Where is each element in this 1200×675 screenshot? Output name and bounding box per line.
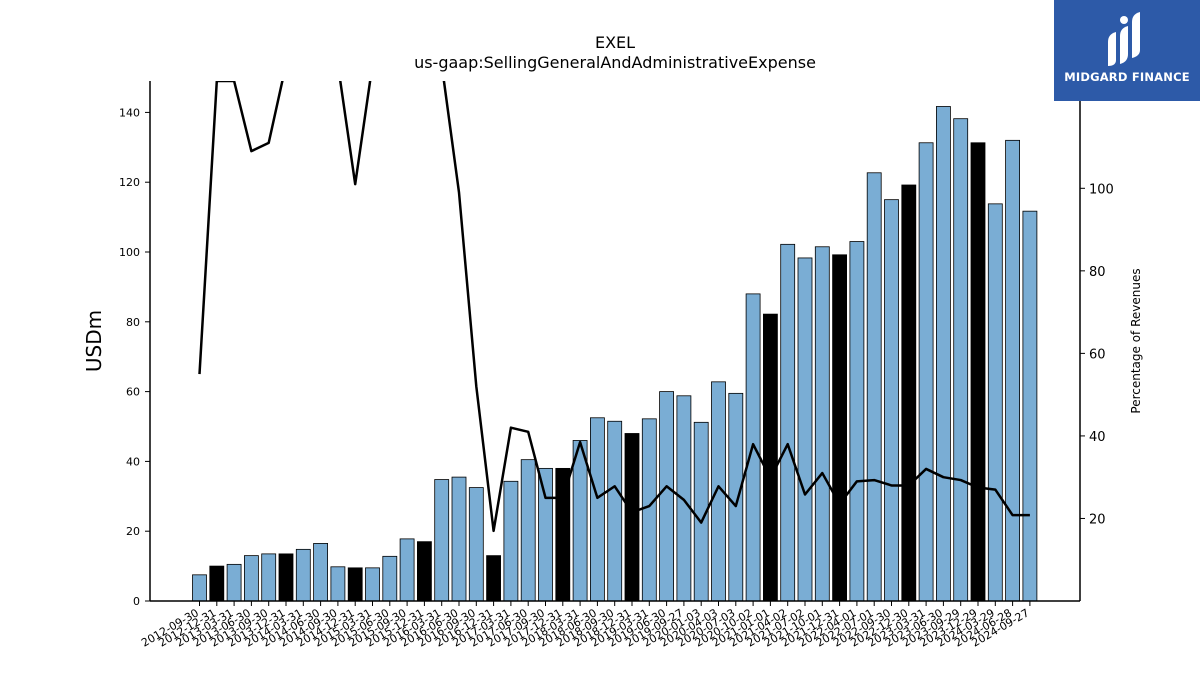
bar-2020-07-03 xyxy=(728,392,744,602)
bar-2024-09-27 xyxy=(1022,210,1038,602)
y2-tick-label: 60 xyxy=(1089,347,1106,362)
pct-of-revenues-line xyxy=(198,81,1030,533)
bar-2014-12-31 xyxy=(347,567,363,602)
bar-2016-12-31 xyxy=(486,555,502,602)
bar-2017-03-31 xyxy=(503,480,519,602)
bar-2013-09-30 xyxy=(261,553,277,602)
bar-2015-12-31 xyxy=(416,541,432,602)
bar-2017-06-30 xyxy=(520,459,536,602)
bar-2017-12-31 xyxy=(555,467,571,602)
brand-name: MIDGARD FINANCE xyxy=(1064,70,1190,84)
chart-subtitle: us-gaap:SellingGeneralAndAdministrativeE… xyxy=(414,53,816,72)
bar-2023-03-31 xyxy=(918,142,934,602)
bar-2018-12-31 xyxy=(624,433,640,602)
bar-2023-09-29 xyxy=(953,118,969,602)
bar-2014-06-30 xyxy=(313,543,329,602)
bar-2023-06-30 xyxy=(936,106,951,602)
bars-group xyxy=(192,106,1038,602)
right-y-axis-ticks: 20 40 60 80 100 xyxy=(1080,182,1114,527)
y-tick-label: 100 xyxy=(119,246,140,259)
bar-2023-12-29 xyxy=(970,142,986,602)
bar-2019-06-30 xyxy=(659,391,674,602)
left-y-axis-ticks: 0 20 40 60 80 100 120 140 xyxy=(119,106,150,608)
bar-2016-09-30 xyxy=(468,487,484,602)
bar-2018-09-30 xyxy=(607,420,623,602)
bar-2015-06-30 xyxy=(382,555,398,602)
chart-title: EXEL xyxy=(595,33,635,52)
bar-2012-09-30 xyxy=(192,574,207,602)
y-tick-label: 60 xyxy=(126,386,140,399)
y-tick-label: 120 xyxy=(119,176,140,189)
bar-2022-07-01 xyxy=(866,172,882,602)
bar-2021-01-01 xyxy=(763,313,778,602)
y-tick-label: 0 xyxy=(133,595,140,608)
bar-2021-07-02 xyxy=(797,257,813,602)
bar-2013-06-30 xyxy=(243,555,259,602)
bar-2024-06-28 xyxy=(1005,139,1020,602)
bar-2019-03-31 xyxy=(641,418,657,602)
y2-tick-label: 20 xyxy=(1089,512,1106,527)
y-tick-label: 20 xyxy=(126,525,140,538)
y-axis-label: USDm xyxy=(82,310,106,372)
bar-2012-12-31 xyxy=(209,565,225,602)
bar-2024-03-29 xyxy=(987,203,1003,602)
bar-2018-06-30 xyxy=(590,417,605,602)
bar-2016-06-30 xyxy=(451,476,467,602)
logo-mark-icon xyxy=(1108,12,1140,66)
bar-2017-09-30 xyxy=(538,467,553,602)
y-tick-label: 40 xyxy=(126,455,140,468)
brand-logo: MIDGARD FINANCE xyxy=(1054,0,1200,101)
bar-2022-09-30 xyxy=(884,199,899,602)
bar-2015-09-30 xyxy=(399,538,415,602)
y2-tick-label: 100 xyxy=(1089,182,1114,197)
bar-2016-03-31 xyxy=(434,479,450,602)
y-tick-label: 80 xyxy=(126,316,140,329)
bar-2013-03-31 xyxy=(226,563,242,602)
bar-2018-03-31 xyxy=(572,440,588,602)
line-layer xyxy=(198,81,1030,533)
y-tick-label: 140 xyxy=(119,106,140,119)
bar-2021-10-01 xyxy=(814,246,830,602)
bar-2022-04-01 xyxy=(849,241,865,602)
bar-2021-12-31 xyxy=(832,254,847,602)
bar-2014-03-31 xyxy=(295,548,311,602)
x-axis-ticks: 2012-09-302012-12-312013-03-312013-06-30… xyxy=(139,601,1031,650)
y2-axis-label: Percentage of Revenues xyxy=(1129,268,1143,413)
y2-tick-label: 40 xyxy=(1089,430,1106,445)
y2-tick-label: 80 xyxy=(1089,265,1106,280)
bar-2021-04-02 xyxy=(780,243,796,602)
bar-2022-12-30 xyxy=(901,184,917,602)
bar-2014-09-30 xyxy=(330,566,346,602)
bar-2015-03-31 xyxy=(365,567,380,602)
bar-2013-12-31 xyxy=(278,553,294,602)
